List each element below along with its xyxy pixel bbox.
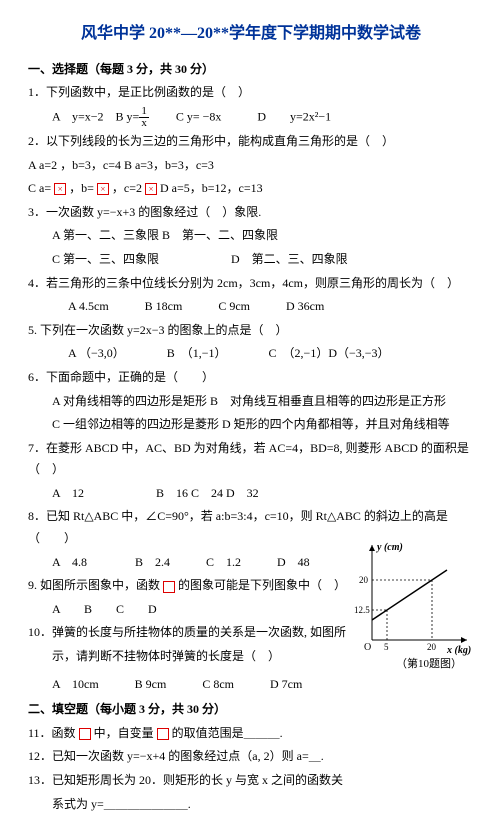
question-5: 5. 下列在一次函数 y=2x−3 的图象上的点是（ ）: [28, 320, 474, 342]
question-3-opts-b: C 第一、三、四象限 D 第二、三、四象限: [28, 249, 474, 271]
blank-box-icon: [157, 728, 169, 740]
q9-stem: 9. 如图所示图象中，函数: [28, 578, 163, 592]
question-5-opts: A （−3,0） B （1,−1） C （2,−1）D（−3,−3）: [28, 343, 474, 365]
y-axis-label: y (cm): [376, 542, 403, 553]
fraction: 1x: [139, 106, 149, 129]
question-2-opts2: C a= × ，b= × ，c=2 × D a=5，b=12，c=13: [28, 178, 474, 200]
question-10-opts: A 10cm B 9cm C 8cm D 7cm: [28, 674, 474, 696]
question-7: 7．在菱形 ABCD 中，AC、BD 为对角线，若 AC=4，BD=8, 则菱形…: [28, 438, 474, 481]
q1-opt-b-label: y=: [127, 109, 140, 123]
blank-box-icon: ×: [54, 183, 66, 195]
blank-box-icon: [79, 728, 91, 740]
question-4: 4．若三角形的三条中位线长分别为 2cm，3cm，4cm，则原三角形的周长为（ …: [28, 273, 474, 295]
question-2-opts1: A a=2 ，b=3，c=4 B a=3，b=3，c=3: [28, 155, 474, 177]
question-13-b: 系式为 y=＿＿＿＿＿＿＿.: [28, 794, 474, 816]
question-11: 11．函数 中，自变量 的取值范围是＿＿＿.: [28, 723, 474, 745]
q9-stem-b: 的图象可能是下列图象中（ ）: [178, 578, 346, 592]
y-tick-label: 20: [359, 575, 369, 585]
q2-cd: D a=5，b=12，c=13: [160, 181, 263, 195]
q2-cb: ，b=: [69, 181, 97, 195]
blank-box-icon: [163, 581, 175, 593]
q2-cc: ，c=2: [112, 181, 145, 195]
page-title: 风华中学 20**—20**学年度下学期期中数学试卷: [28, 20, 474, 49]
q11-a: 11．函数: [28, 726, 79, 740]
origin-label: O: [364, 642, 371, 653]
y-tick-label: 12.5: [354, 605, 370, 615]
question-3: 3．一次函数 y=−x+3 的图象经过（ ）象限.: [28, 202, 474, 224]
x-tick-label: 20: [427, 642, 437, 652]
blank-box-icon: ×: [145, 183, 157, 195]
question-6-opts-a: A 对角线相等的四边形是矩形 B 对角线互相垂直且相等的四边形是正方形: [28, 391, 474, 413]
q10-chart: x (kg) y (cm) O 12.5 20 5 20: [352, 540, 472, 660]
fraction-den: x: [139, 118, 149, 129]
q11-c: 的取值范围是＿＿＿.: [172, 726, 283, 740]
question-1: 1．下列函数中，是正比例函数的是（ ）: [28, 82, 474, 104]
question-2: 2．以下列线段的长为三边的三角形中，能构成直角三角形的是（ ）: [28, 131, 474, 153]
section-1-head: 一、选择题（每题 3 分，共 30 分）: [28, 59, 474, 81]
x-tick-label: 5: [384, 642, 389, 652]
q2-ca: C a=: [28, 181, 54, 195]
question-6-opts-b: C 一组邻边相等的四边形是菱形 D 矩形的四个内角都相等，并且对角线相等: [28, 414, 474, 436]
question-7-opts: A 12 B 16 C 24 D 32: [28, 483, 474, 505]
question-3-opts-a: A 第一、二、三象限 B 第一、二、四象限: [28, 225, 474, 247]
q1-opt-cd: C y= −8x D y=2x²−1: [152, 109, 331, 123]
question-13: 13．已知矩形周长为 20．则矩形的长 y 与宽 x 之间的函数关: [28, 770, 474, 792]
question-6: 6．下面命题中，正确的是（ ）: [28, 367, 474, 389]
question-1-options: A y=x−2 B y=1x C y= −8x D y=2x²−1: [28, 106, 474, 129]
q11-b: 中，自变量: [94, 726, 157, 740]
q1-opt-a: A y=x−2 B: [52, 109, 124, 123]
question-12: 12．已知一次函数 y=−x+4 的图象经过点（a, 2）则 a=＿.: [28, 746, 474, 768]
chart-caption: （第10题图）: [396, 655, 462, 675]
blank-box-icon: ×: [97, 183, 109, 195]
section-2-head: 二、填空题（每小题 3 分，共 30 分）: [28, 699, 474, 721]
question-4-opts: A 4.5cm B 18cm C 9cm D 36cm: [28, 296, 474, 318]
